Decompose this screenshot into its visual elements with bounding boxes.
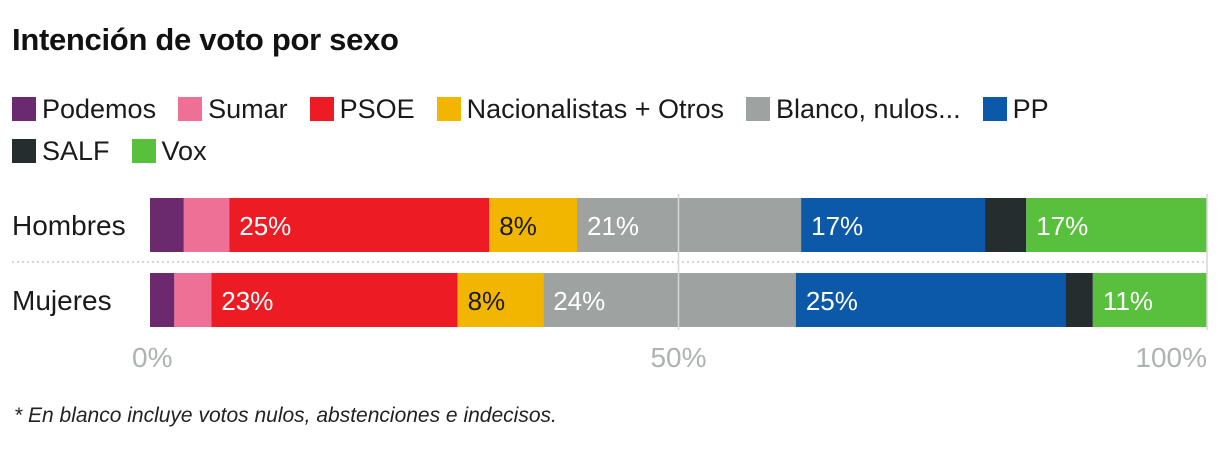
bar-segment <box>795 273 1066 327</box>
legend-swatch-sumar <box>178 97 203 121</box>
data-label: 8% <box>468 286 506 316</box>
legend-label-nacionalistas: Nacionalistas + Otros <box>466 93 724 124</box>
data-label: 23% <box>221 286 273 316</box>
legend-label-sumar: Sumar <box>208 93 288 124</box>
data-label: 11% <box>1103 286 1153 316</box>
x-tick-label: 100% <box>1135 342 1207 373</box>
legend-label-blanco: Blanco, nulos... <box>776 93 961 124</box>
legend-item-vox: Vox <box>131 135 207 167</box>
data-label: 21% <box>587 211 639 241</box>
bar-segment <box>150 273 175 327</box>
legend-row: Podemos Sumar PSOE Nacionalistas + Otros… <box>12 88 1202 130</box>
legend-swatch-vox <box>131 139 156 163</box>
chart-title: Intención de voto por sexo <box>12 22 399 57</box>
bar-segment <box>985 198 1027 252</box>
bar-segment <box>229 198 490 252</box>
legend-swatch-pp <box>982 97 1007 121</box>
legend-swatch-psoe <box>309 97 334 121</box>
legend-label-psoe: PSOE <box>339 93 415 124</box>
bar-segment <box>801 198 986 252</box>
legend-label-podemos: Podemos <box>42 93 157 124</box>
legend-swatch-salf <box>12 139 36 163</box>
legend-item-pp: PP <box>982 93 1049 125</box>
bar-segment <box>1026 198 1207 252</box>
legend-label-salf: SALF <box>42 135 110 166</box>
legend-item-salf: SALF <box>12 136 110 167</box>
bar-segment <box>1065 273 1093 327</box>
bar-segment <box>183 198 230 252</box>
bar-segment <box>457 273 544 327</box>
bar-segment <box>150 198 184 252</box>
legend-row: SALF Vox <box>12 130 1202 172</box>
legend-item-blanco: Blanco, nulos... <box>746 94 961 125</box>
bar-segment <box>211 273 458 327</box>
bar-segment <box>543 273 796 327</box>
bar-segment <box>174 273 212 327</box>
legend-item-nacionalistas: Nacionalistas + Otros <box>436 93 724 125</box>
data-label: 8% <box>499 211 537 241</box>
legend-swatch-podemos <box>12 97 36 121</box>
x-tick-label: 50% <box>650 342 706 373</box>
legend-item-sumar: Sumar <box>178 94 288 125</box>
category-label: Hombres <box>12 210 126 241</box>
legend: Podemos Sumar PSOE Nacionalistas + Otros… <box>12 88 1202 172</box>
legend-swatch-blanco <box>746 97 770 121</box>
stacked-bar-chart: Hombres 25% 8% 21% 17% 17% Mujeres 23% 8% 24% 25% 1… <box>12 194 1208 373</box>
data-label: 17% <box>1036 211 1088 241</box>
data-label: 25% <box>806 286 858 316</box>
data-label: 24% <box>553 286 605 316</box>
category-label: Mujeres <box>12 285 112 316</box>
bar-segment <box>489 198 578 252</box>
data-label: 17% <box>811 211 863 241</box>
data-label: 25% <box>239 211 291 241</box>
legend-item-psoe: PSOE <box>309 93 415 125</box>
legend-swatch-nacionalistas <box>436 97 461 121</box>
legend-label-pp: PP <box>1012 93 1049 124</box>
legend-label-vox: Vox <box>161 135 207 166</box>
bar-segment <box>1092 273 1207 327</box>
legend-item-podemos: Podemos <box>12 94 156 125</box>
bar-segment <box>577 198 802 252</box>
footnote: * En blanco incluye votos nulos, abstenc… <box>14 404 557 427</box>
x-tick-label: 0% <box>132 342 172 373</box>
